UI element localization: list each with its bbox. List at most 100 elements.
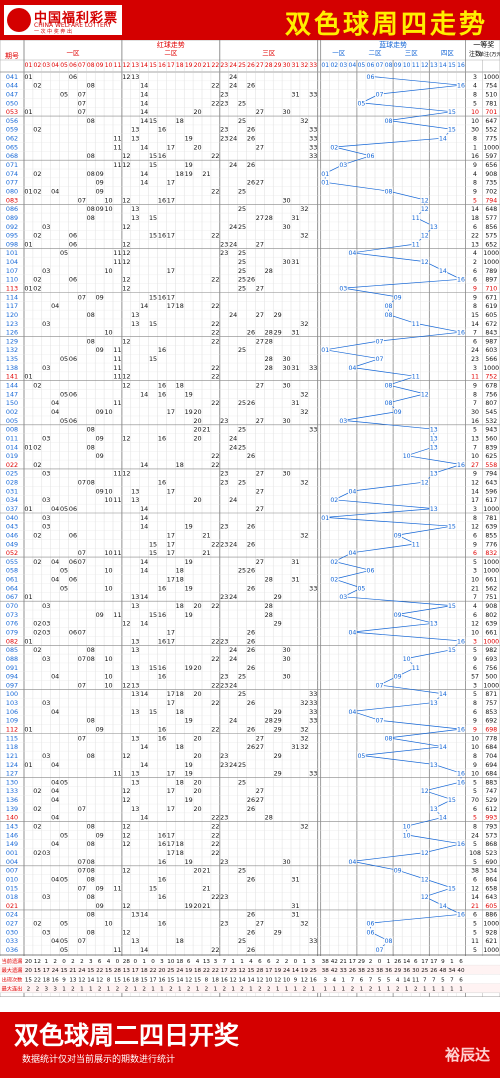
red-ball-number: 30 xyxy=(282,196,290,204)
red-ball-number: 07 xyxy=(78,108,86,116)
issue-number: 086 xyxy=(6,205,18,213)
red-ball-number: 23 xyxy=(220,920,228,928)
red-number-header: 28 xyxy=(265,62,273,69)
prize-amount: 562 xyxy=(485,585,497,592)
red-ball-number: 23 xyxy=(220,673,228,681)
issue-number: 058 xyxy=(6,567,18,575)
red-ball-number: 01 xyxy=(24,108,32,116)
blue-trend-line xyxy=(324,76,463,950)
winner-count: 8 xyxy=(473,515,477,522)
red-ball-number: 33 xyxy=(309,708,317,716)
red-ball-number: 16 xyxy=(158,664,166,672)
prize-amount: 886 xyxy=(485,912,497,919)
summary-blue-value: 40 xyxy=(457,968,465,974)
summary-blue-value: 1 xyxy=(378,987,382,993)
red-ball-number: 26 xyxy=(247,179,255,187)
winner-count: 10 xyxy=(471,577,479,584)
blue-ball-cell xyxy=(447,646,457,654)
blue-ball-number: 01 xyxy=(321,515,329,522)
summary-red-value: 14 xyxy=(238,977,246,983)
blue-ball-cell xyxy=(348,487,357,495)
red-ball-number: 31 xyxy=(291,258,299,266)
red-number-header: 05 xyxy=(60,62,68,69)
blue-ball-number: 02 xyxy=(330,497,338,504)
red-ball-number: 02 xyxy=(33,849,41,857)
summary-blue-value: 1 xyxy=(342,977,346,983)
winner-count: 6 xyxy=(473,550,477,557)
red-ball-number: 25 xyxy=(238,937,246,945)
red-ball-number: 26 xyxy=(247,126,255,134)
summary-red-value: 25 xyxy=(167,968,175,974)
red-ball-number: 18 xyxy=(176,170,184,178)
blue-ball-cell xyxy=(438,901,448,910)
winner-count: 5 xyxy=(473,947,477,954)
red-ball-number: 22 xyxy=(211,329,219,337)
blue-ball-number: 07 xyxy=(376,91,384,98)
page-footer: 双色球周二四日开奖 数据统计仅对当前展示的期数进行统计 裕辰达 xyxy=(0,1012,500,1078)
red-ball-number: 13 xyxy=(131,708,139,716)
blue-ball-number: 16 xyxy=(457,771,465,778)
summary-red-value: 1 xyxy=(303,959,307,965)
red-ball-number: 17 xyxy=(167,576,175,584)
prize-amount: 558 xyxy=(485,462,497,469)
summary-red-value: 1 xyxy=(240,959,244,965)
red-ball-number: 07 xyxy=(78,805,86,813)
red-ball-number: 11 xyxy=(113,364,121,372)
red-ball-number: 14 xyxy=(140,461,148,469)
winner-count: 17 xyxy=(471,497,479,504)
red-ball-number: 31 xyxy=(291,399,299,407)
red-ball-number: 05 xyxy=(60,417,68,425)
red-ball-number: 06 xyxy=(69,628,77,636)
summary-blue-value: 5 xyxy=(378,977,382,983)
blue-ball-cell xyxy=(447,522,457,531)
red-number-header: 22 xyxy=(212,62,220,69)
red-ball-number: 03 xyxy=(42,928,50,936)
red-ball-number: 10 xyxy=(104,549,112,557)
summary-red-value: 19 xyxy=(274,968,282,974)
red-ball-number: 16 xyxy=(158,232,166,240)
red-ball-number: 14 xyxy=(140,179,148,187)
blue-ball-cell xyxy=(329,575,339,583)
red-ball-number: 13 xyxy=(131,681,139,689)
blue-ball-cell xyxy=(366,152,375,160)
red-ball-number: 05 xyxy=(60,355,68,363)
issue-number: 138 xyxy=(6,364,18,372)
summary-blue-value: 25 xyxy=(421,968,429,974)
red-ball-number: 29 xyxy=(274,752,282,760)
blue-ball-number: 04 xyxy=(348,859,356,866)
red-ball-number: 13 xyxy=(131,214,139,222)
blue-ball-cell xyxy=(420,848,430,857)
red-ball-number: 30 xyxy=(282,470,290,478)
winner-count: 5 xyxy=(473,197,477,204)
prize-amount: 756 xyxy=(485,665,497,672)
red-ball-number: 23 xyxy=(220,814,228,822)
prize-amount: 794 xyxy=(485,197,497,204)
red-ball-number: 02 xyxy=(33,461,41,469)
issue-number: 027 xyxy=(6,920,18,928)
red-ball-number: 20 xyxy=(193,734,201,742)
red-ball-number: 16 xyxy=(158,875,166,883)
red-ball-number: 04 xyxy=(51,761,59,769)
prize-amount: 672 xyxy=(485,321,497,328)
red-ball-number: 17 xyxy=(167,408,175,416)
red-ball-number: 10 xyxy=(104,496,112,504)
blue-ball-number: 08 xyxy=(385,188,393,195)
red-ball-number: 25 xyxy=(238,205,246,213)
summary-red-value: 2 xyxy=(276,959,280,965)
red-ball-number: 12 xyxy=(122,276,130,284)
blue-ball-number: 14 xyxy=(439,815,447,822)
summary-red-value: 0 xyxy=(151,959,155,965)
summary-blue-value: 1 xyxy=(450,959,454,965)
red-ball-number: 28 xyxy=(265,576,273,584)
issue-number: 044 xyxy=(6,82,18,90)
blue-ball-number: 06 xyxy=(367,153,375,160)
winner-count: 13 xyxy=(471,435,479,442)
summary-blue-value: 26 xyxy=(394,959,402,965)
issue-number: 004 xyxy=(6,858,18,866)
blue-ball-number: 11 xyxy=(412,374,420,381)
red-ball-number: 20 xyxy=(193,602,201,610)
red-ball-number: 23 xyxy=(220,135,228,143)
summary-red-value: 20 xyxy=(158,968,166,974)
red-ball-number: 20 xyxy=(193,408,201,416)
red-ball-number: 08 xyxy=(87,337,95,345)
